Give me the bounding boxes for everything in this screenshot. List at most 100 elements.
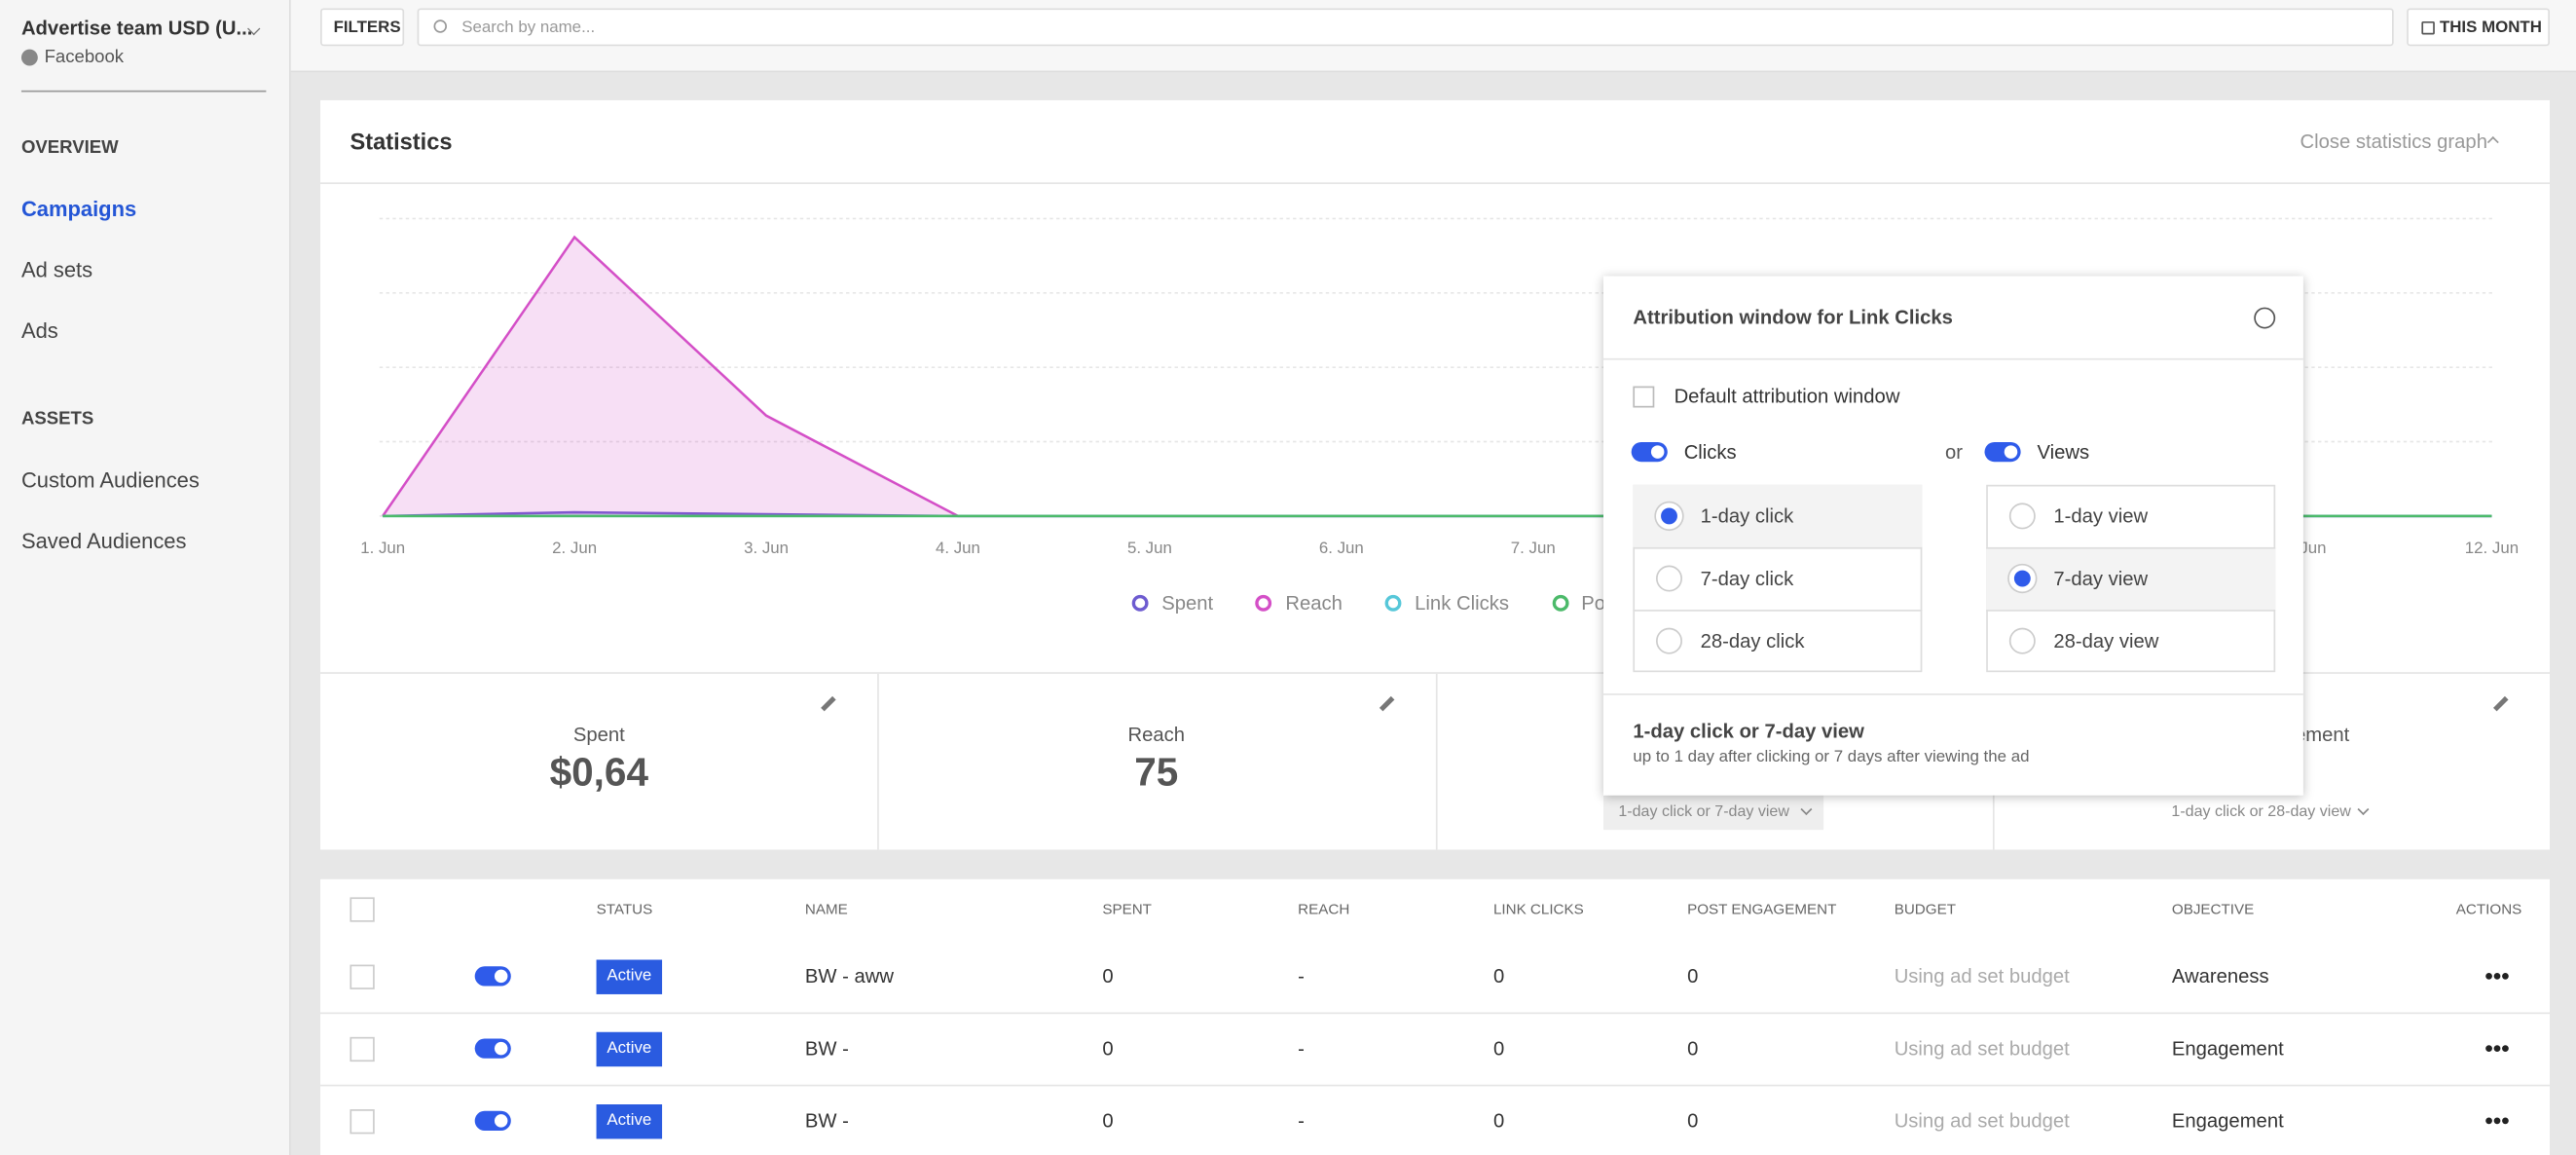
views-toggle[interactable] xyxy=(1984,441,2021,463)
divider xyxy=(1603,357,2303,360)
cell: 0 xyxy=(1687,964,1699,988)
date-button[interactable] xyxy=(2407,8,2550,47)
option-label: 1-day view xyxy=(2053,504,2149,528)
status-toggle[interactable] xyxy=(474,966,511,987)
clicks-toggle[interactable] xyxy=(1631,441,1668,463)
summary-title: 1-day click or 7-day view xyxy=(1633,720,1864,743)
divider xyxy=(1603,693,2303,695)
status-label: Active xyxy=(607,1111,652,1131)
actions-dot[interactable] xyxy=(2493,1045,2501,1052)
actions-dot[interactable] xyxy=(2502,973,2509,980)
cell: - xyxy=(1298,1036,1305,1061)
nav-link[interactable]: Saved Audiences xyxy=(20,528,187,553)
cell: - xyxy=(1298,964,1305,988)
option-row[interactable] xyxy=(1986,610,2276,672)
x-tick-label: 4. Jun xyxy=(936,539,980,557)
cell: Awareness xyxy=(2171,964,2269,988)
attribution-label[interactable]: 1-day click or 7-day view xyxy=(1618,802,1789,821)
radio[interactable] xyxy=(1656,565,1682,592)
actions-dot[interactable] xyxy=(2485,1117,2492,1125)
divider xyxy=(320,182,2550,184)
cell: 0 xyxy=(1102,1109,1114,1133)
radio[interactable] xyxy=(2008,627,2036,654)
close-graph[interactable]: Close statistics graph xyxy=(2300,130,2487,153)
actions-dot[interactable] xyxy=(2493,1117,2501,1125)
status-badge xyxy=(596,959,663,994)
card-label: Reach xyxy=(1127,723,1186,747)
platform: Facebook xyxy=(44,47,125,68)
toggle-label: Views xyxy=(2037,440,2090,464)
actions-dot[interactable] xyxy=(2502,1117,2509,1125)
nav-link[interactable]: Ad sets xyxy=(20,257,93,282)
attribution-label[interactable]: 1-day click or 28-day view xyxy=(2171,802,2351,821)
account-name[interactable]: Advertise team USD (U... xyxy=(20,16,253,40)
row-divider xyxy=(320,1012,2550,1015)
cell: 0 xyxy=(1492,1109,1505,1133)
toggle-knob xyxy=(494,969,508,984)
legend-item[interactable]: Reach xyxy=(1256,592,1343,615)
table xyxy=(320,878,2550,1155)
calendar-icon xyxy=(2421,20,2435,35)
radio[interactable] xyxy=(2008,565,2036,592)
info-icon[interactable] xyxy=(2254,307,2276,329)
x-tick-label: 3. Jun xyxy=(744,539,789,557)
attribution-dropdown[interactable] xyxy=(1603,795,1824,831)
toggle-knob xyxy=(2004,445,2018,459)
radio[interactable] xyxy=(1656,503,1682,530)
status-toggle[interactable] xyxy=(474,1038,511,1059)
legend-item[interactable]: Spent xyxy=(1131,591,1214,615)
column-header: LINK CLICKS xyxy=(1492,900,1584,917)
legend-label: Spent xyxy=(1161,591,1214,615)
toggle-knob xyxy=(494,1114,508,1128)
legend-marker xyxy=(1131,594,1149,612)
actions-dot[interactable] xyxy=(2502,1045,2509,1052)
checkbox-label: Default attribution window xyxy=(1674,384,1900,408)
actions-dot[interactable] xyxy=(2485,973,2492,980)
option-label: 7-day click xyxy=(1700,567,1794,590)
cell: Using ad set budget xyxy=(1894,1109,2070,1133)
toggle-label: Clicks xyxy=(1683,440,1737,464)
column-header: NAME xyxy=(804,900,848,917)
option-row[interactable] xyxy=(1633,610,1923,672)
option-row[interactable] xyxy=(1633,546,1923,610)
option-label: 7-day view xyxy=(2053,567,2149,590)
radio[interactable] xyxy=(1656,627,1682,654)
column-header: STATUS xyxy=(596,900,653,917)
legend-item[interactable]: Link Clicks xyxy=(1384,591,1509,615)
option-label: 28-day click xyxy=(1700,629,1805,652)
cell: 0 xyxy=(1492,1036,1505,1061)
nav-link[interactable]: Campaigns xyxy=(20,196,137,221)
card-label: Spent xyxy=(572,723,625,747)
actions-dot[interactable] xyxy=(2485,1045,2492,1052)
cell: BW - xyxy=(804,1036,849,1061)
checkbox[interactable] xyxy=(1633,386,1655,408)
filters-button[interactable] xyxy=(320,8,405,47)
cell: - xyxy=(1298,1109,1305,1133)
legend-marker xyxy=(1384,594,1402,612)
actions-dot[interactable] xyxy=(2493,973,2501,980)
status-toggle[interactable] xyxy=(474,1110,511,1131)
checkbox[interactable] xyxy=(350,964,375,989)
column-header: BUDGET xyxy=(1894,900,1956,917)
facebook-icon xyxy=(20,49,38,66)
legend-marker xyxy=(1551,594,1568,612)
checkbox[interactable] xyxy=(350,897,375,922)
nav-link[interactable]: Ads xyxy=(20,317,58,343)
or-label: or xyxy=(1945,440,1964,464)
sidebar xyxy=(0,0,291,1155)
summary-text: up to 1 day after clicking or 7 days aft… xyxy=(1633,748,2030,767)
cell: 0 xyxy=(1687,1036,1699,1061)
nav-link[interactable]: Custom Audiences xyxy=(20,467,200,493)
card-divider xyxy=(877,673,880,850)
status-badge xyxy=(596,1031,663,1067)
checkbox[interactable] xyxy=(350,1036,375,1062)
filters-label: FILTERS xyxy=(333,19,401,37)
card-value: 75 xyxy=(1134,751,1179,796)
search-placeholder: Search by name... xyxy=(461,19,596,37)
toggle-knob xyxy=(494,1041,508,1056)
checkbox[interactable] xyxy=(350,1109,375,1135)
legend-label: Link Clicks xyxy=(1415,591,1509,615)
divider xyxy=(20,90,267,93)
search-box[interactable] xyxy=(417,8,2394,47)
radio[interactable] xyxy=(2008,503,2036,530)
